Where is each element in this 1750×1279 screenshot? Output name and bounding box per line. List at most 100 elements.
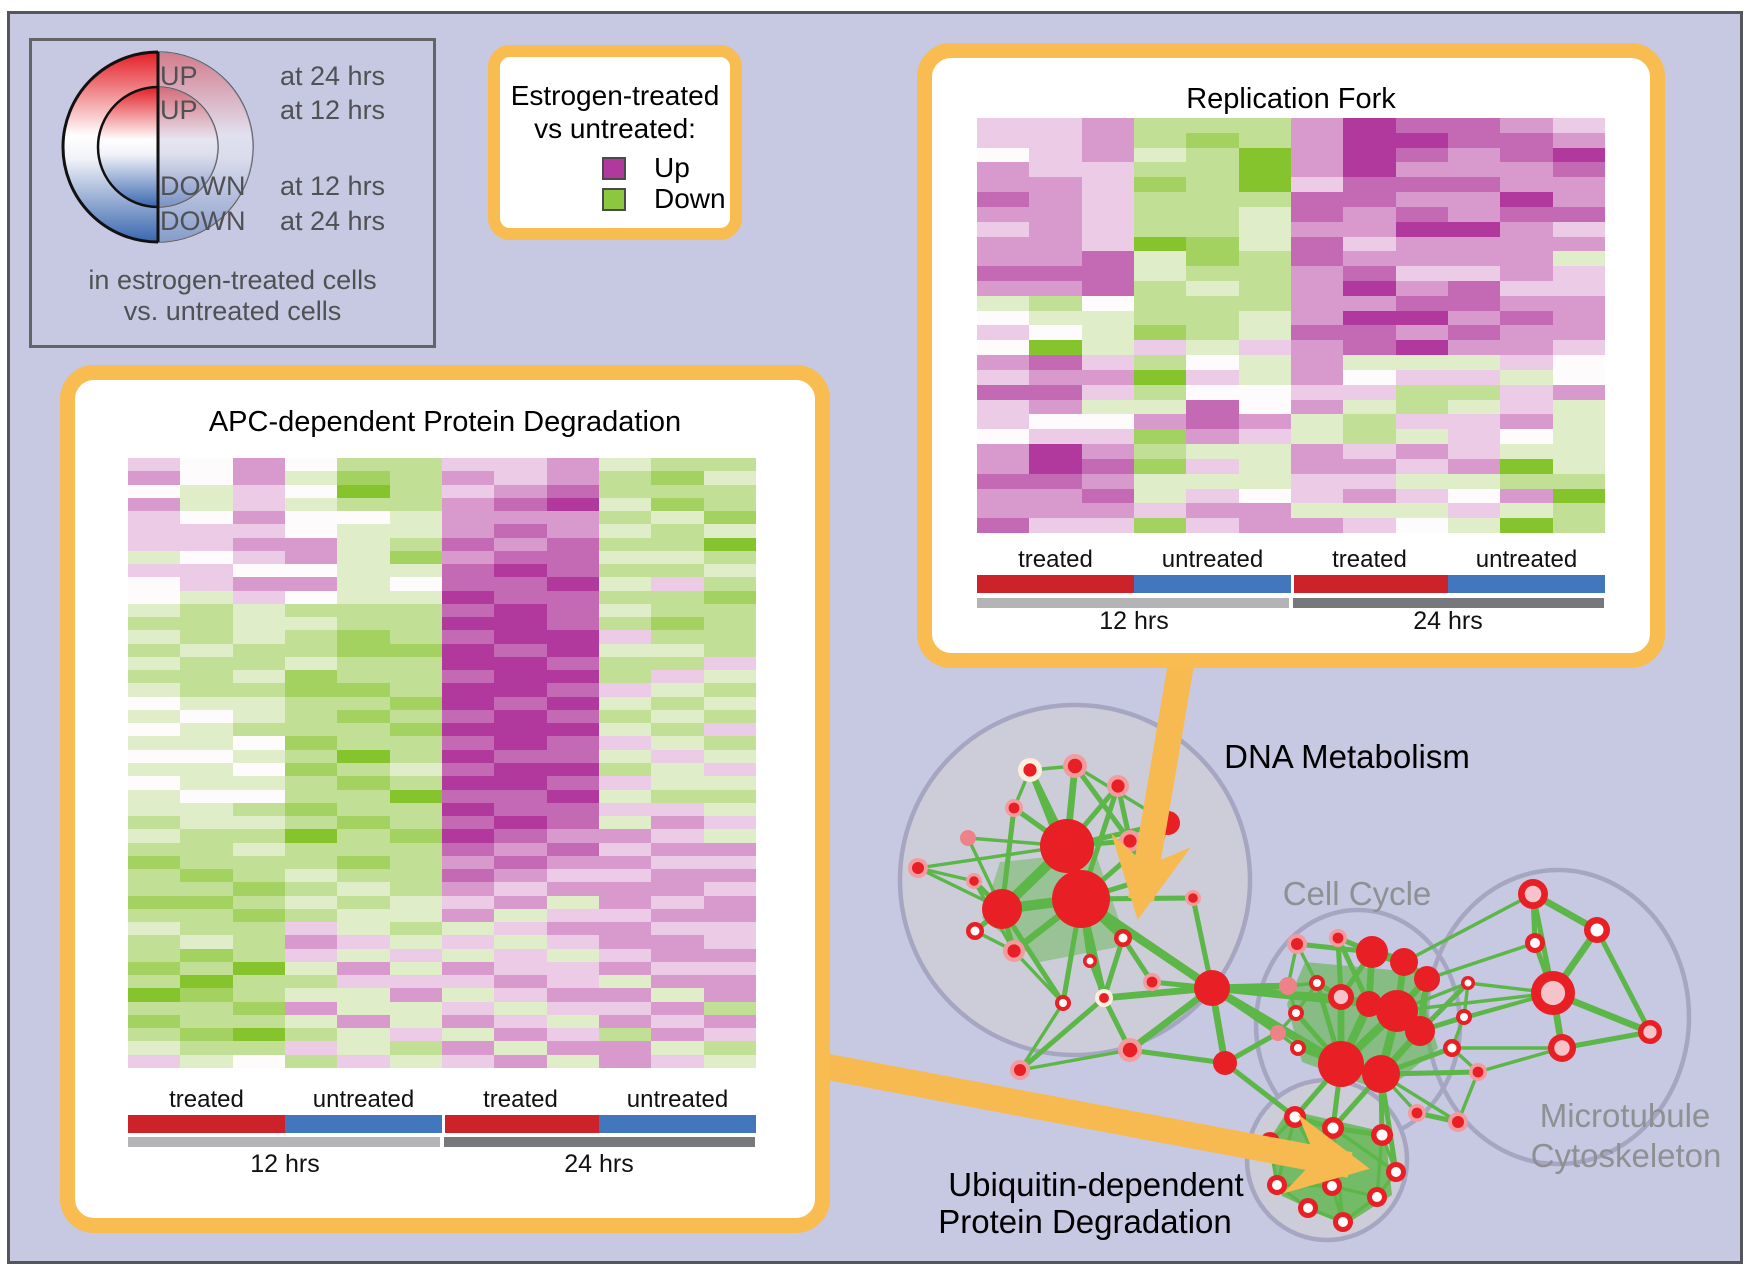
heatmap-cell	[180, 1054, 233, 1068]
heatmap-cell	[598, 988, 652, 1002]
heatmap-cell	[180, 882, 233, 896]
heatmap-cell	[977, 162, 1030, 178]
heatmap-cell	[337, 656, 390, 671]
heatmap-cell	[1343, 162, 1396, 178]
heatmap-cell	[1552, 266, 1605, 282]
heatmap-cell	[284, 802, 338, 817]
heatmap-cell	[546, 882, 599, 896]
heatmap-cell	[494, 776, 547, 790]
heatmap-cell	[1447, 295, 1501, 311]
heatmap-cell	[1343, 458, 1396, 474]
heatmap-cell	[494, 617, 547, 631]
heatmap-cell	[651, 816, 704, 830]
heatmap-cell	[441, 882, 495, 896]
heatmap-cell	[598, 789, 652, 803]
heatmap-cell	[180, 524, 233, 538]
heatmap-cell	[651, 961, 704, 976]
heatmap-cell	[337, 683, 390, 697]
heatmap-cell	[1500, 177, 1553, 193]
heatmap-cell	[232, 763, 285, 777]
group-label-untreated-24hrs: untreated	[1475, 546, 1578, 573]
gene-node-ring	[1460, 1013, 1468, 1021]
apc-heatmap	[128, 458, 756, 1068]
heatmap-cell	[128, 749, 181, 763]
gene-node-halo-cream	[1099, 993, 1109, 1003]
heatmap-cell	[337, 603, 390, 618]
heatmap-cell	[1447, 147, 1501, 163]
heatmap-cell	[703, 524, 756, 538]
up-swatch-label: Up	[654, 152, 690, 183]
heatmap-cell	[128, 564, 181, 578]
apc-panel-title: APC-dependent Protein Degradation	[208, 406, 682, 438]
heatmap-cell	[337, 961, 390, 976]
heatmap-cell	[1186, 281, 1239, 296]
heatmap-cell	[128, 961, 181, 976]
heatmap-cell	[703, 537, 756, 551]
timebar-24hrs	[444, 1137, 755, 1147]
heatmap-cell	[1552, 251, 1605, 267]
heatmap-cell	[977, 429, 1030, 445]
heatmap-cell	[284, 577, 338, 591]
heatmap-cell	[284, 882, 338, 896]
heatmap-cell	[651, 484, 704, 498]
gene-node-halo-pink	[1014, 1064, 1026, 1076]
heatmap-cell	[1081, 429, 1134, 445]
heatmap-cell	[1133, 384, 1187, 400]
heatmap-cell	[441, 829, 495, 843]
heatmap-cell	[1133, 503, 1187, 519]
heatmap-cell	[337, 948, 390, 962]
heatmap-cell	[598, 1054, 652, 1068]
heatmap-cell	[1500, 295, 1553, 311]
heatmap-cell	[651, 922, 704, 936]
gene-node-pink	[960, 830, 976, 846]
heatmap-cell	[284, 855, 338, 870]
heatmap-cell	[284, 709, 338, 724]
heatmap-cell	[1290, 384, 1344, 400]
heatmap-cell	[232, 590, 285, 604]
heatmap-cell	[232, 617, 285, 631]
heatmap-cell	[1552, 236, 1605, 252]
heatmap-cell	[337, 975, 390, 989]
heatmap-cell	[977, 414, 1030, 430]
heatmap-cell	[1186, 251, 1239, 267]
heatmap-cell	[651, 564, 704, 578]
gene-node-ring	[1327, 1181, 1337, 1191]
heatmap-cell	[1343, 444, 1396, 459]
heatmap-cell	[598, 577, 652, 591]
heatmap-cell	[703, 1001, 756, 1015]
replication-fork-heatmap	[977, 118, 1605, 533]
heatmap-cell	[180, 736, 233, 750]
heatmap-cell	[546, 922, 599, 936]
heatmap-cell	[1133, 206, 1187, 222]
heatmap-cell	[703, 842, 756, 856]
heatmap-cell	[180, 537, 233, 551]
heatmap-cell	[337, 855, 390, 870]
heatmap-cell	[1395, 429, 1448, 445]
heatmap-cell	[703, 935, 756, 949]
heatmap-cell	[284, 816, 338, 830]
heatmap-cell	[598, 908, 652, 923]
heatmap-cell	[441, 511, 495, 525]
heatmap-cell	[1081, 310, 1134, 326]
heatmap-cell	[441, 1054, 495, 1068]
heatmap-cell	[284, 458, 338, 472]
heatmap-cell	[337, 816, 390, 830]
heatmap-cell	[389, 789, 442, 803]
heatmap-cell	[494, 869, 547, 883]
gene-node-ring	[970, 926, 980, 936]
heatmap-cell	[546, 696, 599, 710]
heatmap-cell	[977, 503, 1030, 519]
gene-node-ring	[1464, 979, 1472, 987]
heatmap-cell	[703, 763, 756, 777]
heatmap-cell	[546, 842, 599, 856]
heatmap-cell	[1343, 118, 1396, 133]
heatmap-cell	[598, 763, 652, 777]
heatmap-cell	[1500, 281, 1553, 296]
legend-up-12-dir: UP	[160, 95, 198, 125]
heatmap-cell	[1290, 236, 1344, 252]
heatmap-cell	[598, 975, 652, 989]
heatmap-cell	[1395, 518, 1448, 533]
heatmap-cell	[494, 511, 547, 525]
network-edge	[1396, 991, 1554, 1013]
heatmap-cell	[1395, 473, 1448, 489]
